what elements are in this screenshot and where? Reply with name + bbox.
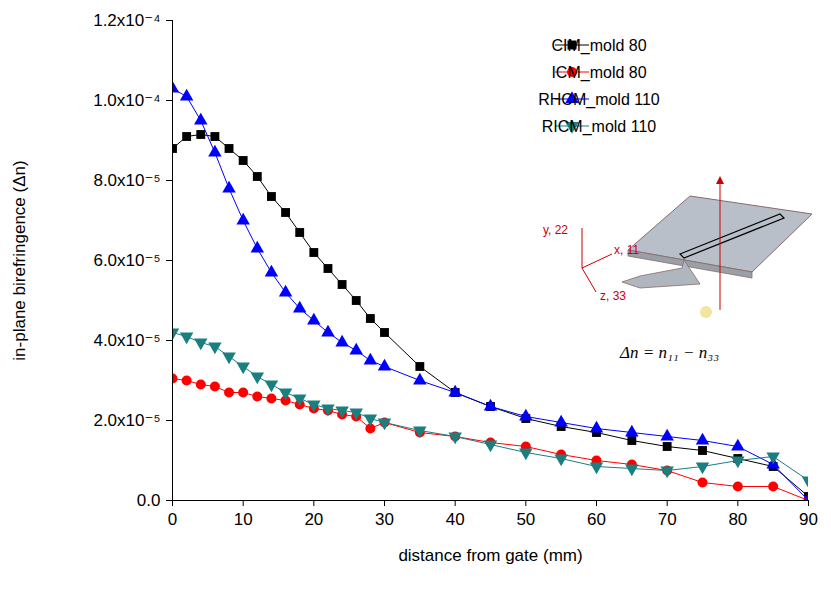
svg-text:30: 30 (375, 510, 394, 529)
svg-text:distance from gate (mm): distance from gate (mm) (398, 546, 582, 565)
svg-text:0.0: 0.0 (137, 491, 161, 510)
svg-text:1.0x10⁻⁴: 1.0x10⁻⁴ (93, 91, 160, 110)
svg-text:RICM_mold 110: RICM_mold 110 (542, 118, 657, 136)
svg-text:2.0x10⁻⁵: 2.0x10⁻⁵ (93, 411, 160, 430)
svg-text:in-plane birefringence (Δn): in-plane birefringence (Δn) (10, 160, 29, 360)
svg-text:8.0x10⁻⁵: 8.0x10⁻⁵ (93, 171, 160, 190)
svg-text:6.0x10⁻⁵: 6.0x10⁻⁵ (93, 251, 160, 270)
svg-text:4.0x10⁻⁵: 4.0x10⁻⁵ (93, 331, 160, 350)
svg-text:CIM_mold 80: CIM_mold 80 (551, 37, 646, 55)
svg-text:40: 40 (446, 510, 465, 529)
svg-text:0: 0 (168, 510, 177, 529)
svg-text:RHCM_mold 110: RHCM_mold 110 (538, 91, 660, 109)
svg-text:ICM_mold 80: ICM_mold 80 (551, 64, 646, 82)
svg-text:20: 20 (304, 510, 323, 529)
svg-text:1.2x10⁻⁴: 1.2x10⁻⁴ (93, 11, 160, 30)
svg-text:70: 70 (658, 510, 677, 529)
svg-text:z, 33: z, 33 (600, 289, 626, 303)
svg-text:Δn = n₁₁ − n₃₃: Δn = n₁₁ − n₃₃ (619, 343, 719, 362)
svg-text:60: 60 (587, 510, 606, 529)
svg-text:x, 11: x, 11 (614, 243, 639, 257)
svg-text:90: 90 (799, 510, 818, 529)
svg-text:50: 50 (516, 510, 535, 529)
svg-text:80: 80 (728, 510, 747, 529)
svg-text:y, 22: y, 22 (543, 223, 568, 237)
svg-text:10: 10 (234, 510, 253, 529)
